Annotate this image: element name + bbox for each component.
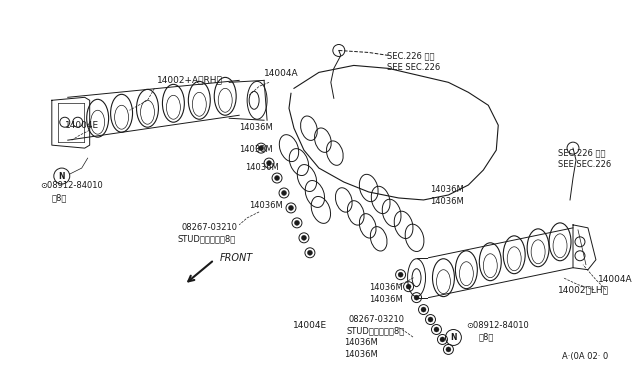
Text: 08267-03210: 08267-03210 (349, 315, 404, 324)
Text: 14030M: 14030M (239, 145, 273, 154)
Circle shape (307, 250, 312, 255)
Circle shape (275, 176, 280, 180)
Text: 14002+A〈RH〉: 14002+A〈RH〉 (157, 76, 223, 84)
Text: 〈8〉: 〈8〉 (478, 333, 493, 341)
Circle shape (421, 307, 426, 312)
Circle shape (282, 190, 287, 195)
Text: A·(0A 02· 0: A·(0A 02· 0 (562, 352, 608, 361)
Text: SEE SEC.226: SEE SEC.226 (387, 63, 440, 73)
Text: 14036M: 14036M (369, 283, 403, 292)
Text: 14002〈LH〉: 14002〈LH〉 (558, 286, 609, 295)
Text: 14036M: 14036M (344, 339, 378, 347)
Circle shape (440, 337, 445, 342)
Circle shape (434, 327, 439, 332)
Circle shape (446, 347, 451, 352)
Circle shape (428, 317, 433, 322)
Text: 14004A: 14004A (264, 70, 299, 78)
Text: N: N (58, 171, 65, 180)
Text: 〈8〉: 〈8〉 (52, 193, 67, 202)
Circle shape (414, 295, 419, 300)
Text: 14036M: 14036M (245, 163, 279, 172)
Text: 14036M: 14036M (369, 295, 403, 304)
Text: 14036M: 14036M (431, 185, 464, 194)
Circle shape (301, 235, 307, 240)
Text: 14004E: 14004E (65, 121, 99, 130)
Text: 14036M: 14036M (239, 123, 273, 132)
Circle shape (267, 161, 271, 166)
Text: STUDスタッド〈8〉: STUDスタッド〈8〉 (347, 327, 405, 336)
Circle shape (406, 284, 411, 289)
Text: 14036M: 14036M (431, 197, 464, 206)
Text: 14004E: 14004E (292, 321, 327, 330)
Text: SEE SEC.226: SEE SEC.226 (558, 160, 611, 169)
Circle shape (294, 220, 300, 225)
Text: SEC.226 参照: SEC.226 参照 (387, 51, 434, 60)
Text: SEC.226 参照: SEC.226 参照 (558, 148, 605, 157)
Text: ⊙08912-84010: ⊙08912-84010 (40, 181, 102, 190)
Text: 14004A: 14004A (598, 275, 632, 284)
Text: N: N (450, 333, 457, 342)
Circle shape (259, 146, 264, 151)
Circle shape (289, 205, 294, 211)
Text: ⊙08912-84010: ⊙08912-84010 (467, 321, 529, 330)
Text: 08267-03210: 08267-03210 (181, 223, 237, 232)
Text: STUDスタッド〈8〉: STUDスタッド〈8〉 (177, 235, 236, 244)
Circle shape (398, 272, 403, 277)
Text: 14036M: 14036M (344, 350, 378, 359)
Text: FRONT: FRONT (220, 253, 253, 263)
Text: 14036M: 14036M (249, 201, 283, 210)
